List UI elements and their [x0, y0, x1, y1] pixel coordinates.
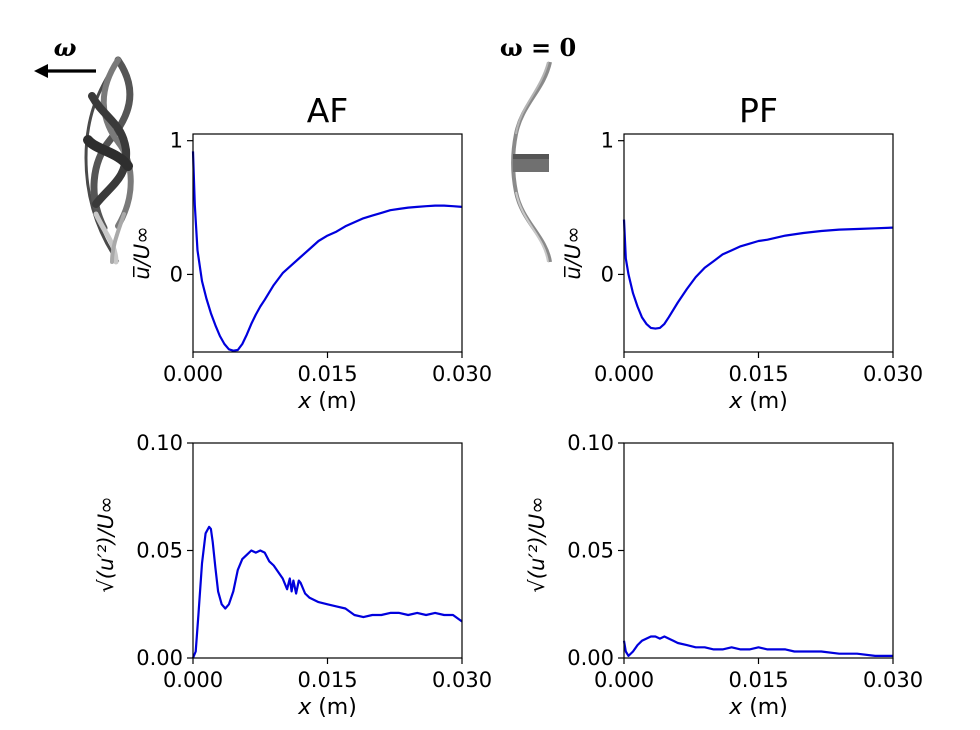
af_rms-ytick-label: 0.05 — [136, 539, 183, 563]
pf_rms-ytick-label: 0.10 — [567, 431, 614, 455]
pf_mean-panel: PF 0.000 0.015 0.030 0 1 x (m) u̅/U∞ — [561, 91, 923, 414]
af_mean-ylabel: u̅/U∞ — [130, 226, 154, 279]
rotating-rotor-icon — [83, 56, 134, 265]
af_mean-xtick-label: 0.030 — [432, 362, 492, 386]
pf_mean-title: PF — [739, 91, 778, 130]
af_mean-xtick-label: 0.000 — [163, 362, 223, 386]
pf_mean-ylabel: u̅/U∞ — [561, 226, 585, 279]
pf_mean-xtick-label: 0.000 — [594, 362, 654, 386]
pf_mean-xtick-label: 0.015 — [728, 362, 788, 386]
af_mean-series-line — [191, 151, 463, 352]
af_rms-ytick-label: 0.00 — [136, 646, 183, 670]
pf_rms-ytick-label: 0.05 — [567, 539, 614, 563]
pf_rms-xtick-label: 0.015 — [728, 668, 788, 692]
af_mean-xlabel: x (m) — [297, 389, 357, 414]
pf_mean-ytick-label: 0 — [601, 262, 614, 286]
pf_rms-xlabel: x (m) — [728, 695, 788, 720]
rotation-arrow-icon — [34, 64, 96, 78]
af_rms-series-line — [191, 525, 463, 659]
pf_mean-axes-frame — [623, 133, 894, 353]
static-blade-icon — [511, 61, 552, 263]
af_rms-xtick-label: 0.030 — [432, 668, 492, 692]
af_mean-ytick-label: 0 — [170, 262, 183, 286]
pf_mean-series-line — [622, 219, 894, 330]
pf_rms-axes-frame — [623, 442, 894, 659]
af_rms-axes-frame — [192, 442, 463, 659]
af_rms-xtick-label: 0.000 — [163, 668, 223, 692]
af_mean-axes-frame — [192, 133, 463, 353]
pf_rms-xtick-label: 0.000 — [594, 668, 654, 692]
af_rms-ylabel: √(u′²)/U∞ — [94, 496, 118, 592]
pf_mean-xlabel: x (m) — [728, 389, 788, 414]
af_rms-xlabel: x (m) — [297, 695, 357, 720]
pf_rms-ylabel: √(u′²)/U∞ — [525, 496, 549, 592]
af_rms-xtick-label: 0.015 — [297, 668, 357, 692]
left-rotation-label: ω — [54, 33, 77, 62]
af_rms-panel: 0.000 0.015 0.030 0.00 0.05 0.10 x (m) √(u′²)/U… — [94, 431, 492, 720]
af_mean-panel: AF 0.000 0.015 0.030 0 1 x (m) u̅/U∞ — [130, 91, 492, 414]
af_mean-xtick-label: 0.015 — [297, 362, 357, 386]
af_mean-title: AF — [307, 91, 349, 130]
af_rms-ytick-label: 0.10 — [136, 431, 183, 455]
right-rotation-label: ω = 0 — [500, 33, 576, 62]
pf_rms-xtick-label: 0.030 — [863, 668, 923, 692]
pf_rms-series-line — [622, 635, 893, 657]
pf_rms-panel: 0.000 0.015 0.030 0.00 0.05 0.10 x (m) √(u′²)/U… — [525, 431, 923, 720]
pf_mean-xtick-label: 0.030 — [863, 362, 923, 386]
af_mean-ytick-label: 1 — [170, 129, 183, 153]
pf_mean-ytick-label: 1 — [601, 129, 614, 153]
pf_rms-ytick-label: 0.00 — [567, 646, 614, 670]
